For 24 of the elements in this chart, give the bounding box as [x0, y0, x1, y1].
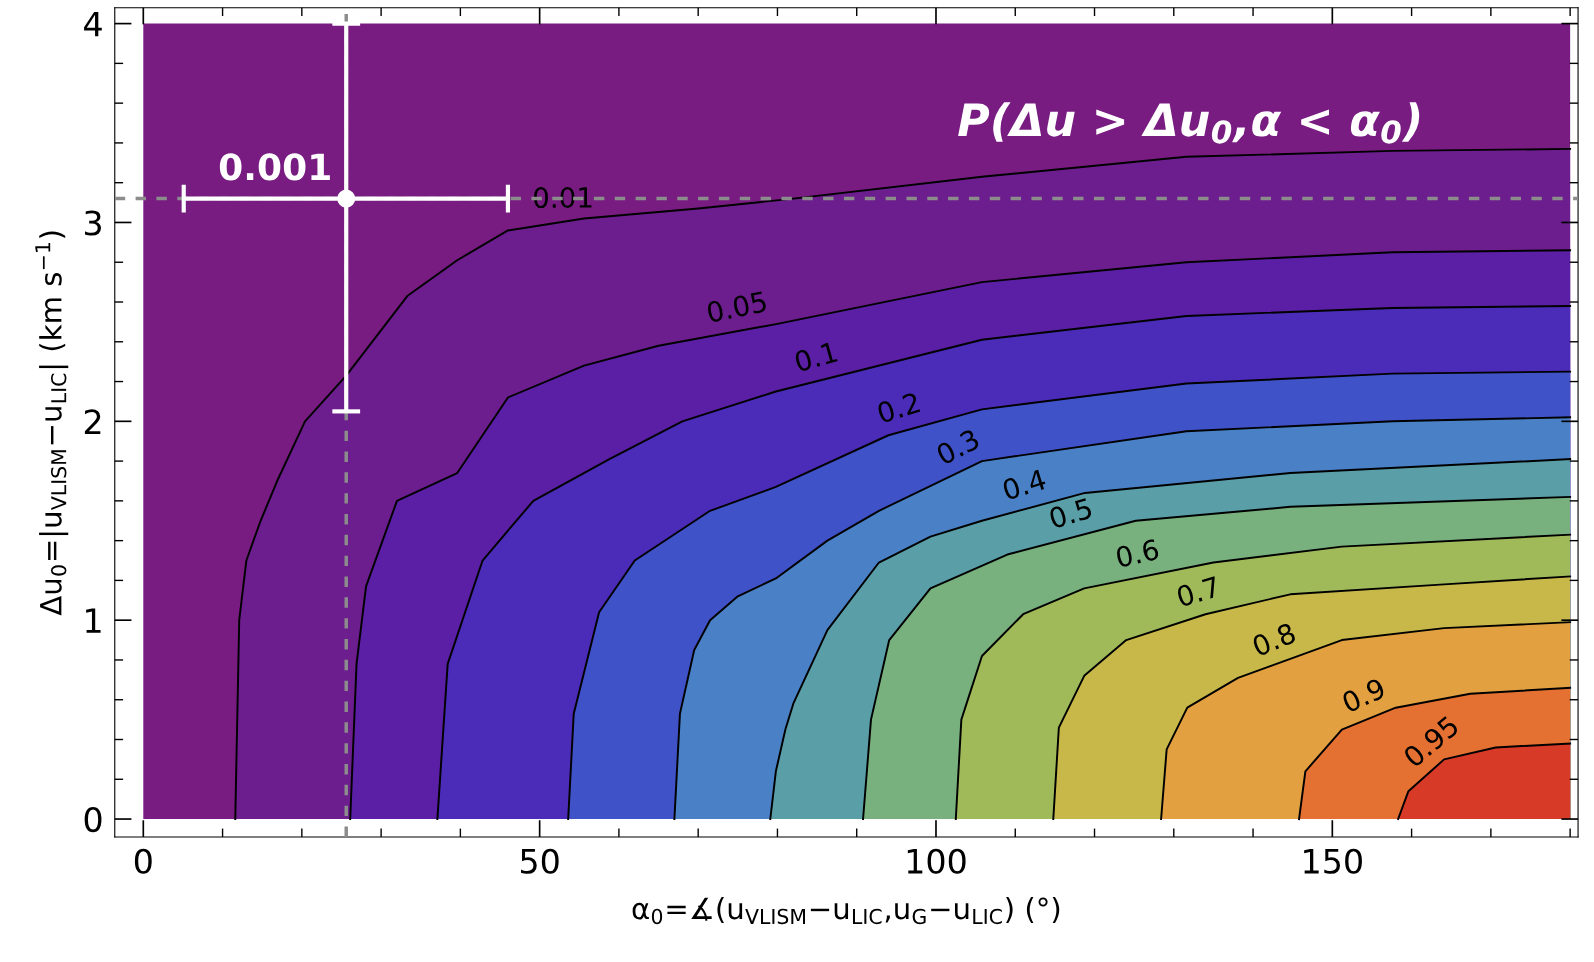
series-label: 0.01: [533, 186, 592, 209]
series-label: 0.6: [1115, 538, 1160, 568]
series-label: 0.5: [1048, 497, 1093, 529]
series-label: 0.9: [1340, 677, 1387, 714]
y-tick-label: 3: [84, 210, 101, 236]
text: Δu$_{0}$=|u$_{VLISM}$−u$_{LIC}$| (km s$^{−1}$): [35, 231, 69, 616]
series-label: 0.2: [876, 391, 921, 424]
annotation: P(Δu > Δu$_{0}$,α < α$_{0}$): [958, 102, 1420, 144]
series-label: 0.3: [935, 428, 981, 466]
series-label: 0.4: [1001, 468, 1047, 501]
series-label: 0.1: [793, 341, 838, 373]
annotation: 0.001: [219, 153, 330, 181]
x-tick-label: 100: [907, 848, 966, 874]
y-tick-label: 2: [84, 409, 101, 434]
y-tick-label: 4: [84, 11, 102, 37]
y-tick-label: 0: [84, 806, 102, 833]
series-label: 0.05: [706, 290, 767, 324]
x-tick-label: 150: [1304, 848, 1362, 874]
text: α$_{0}$=∡(u$_{VLISM}$−u$_{LIC}$,u$_{G}$−u$_{LIC}$) (°): [632, 896, 1060, 925]
series-label: 0.7: [1175, 575, 1221, 608]
x-tick-label: 0: [134, 848, 152, 874]
y-tick-label: 1: [86, 608, 101, 633]
x-tick-label: 50: [521, 848, 559, 874]
series-label: 0.8: [1251, 622, 1297, 657]
